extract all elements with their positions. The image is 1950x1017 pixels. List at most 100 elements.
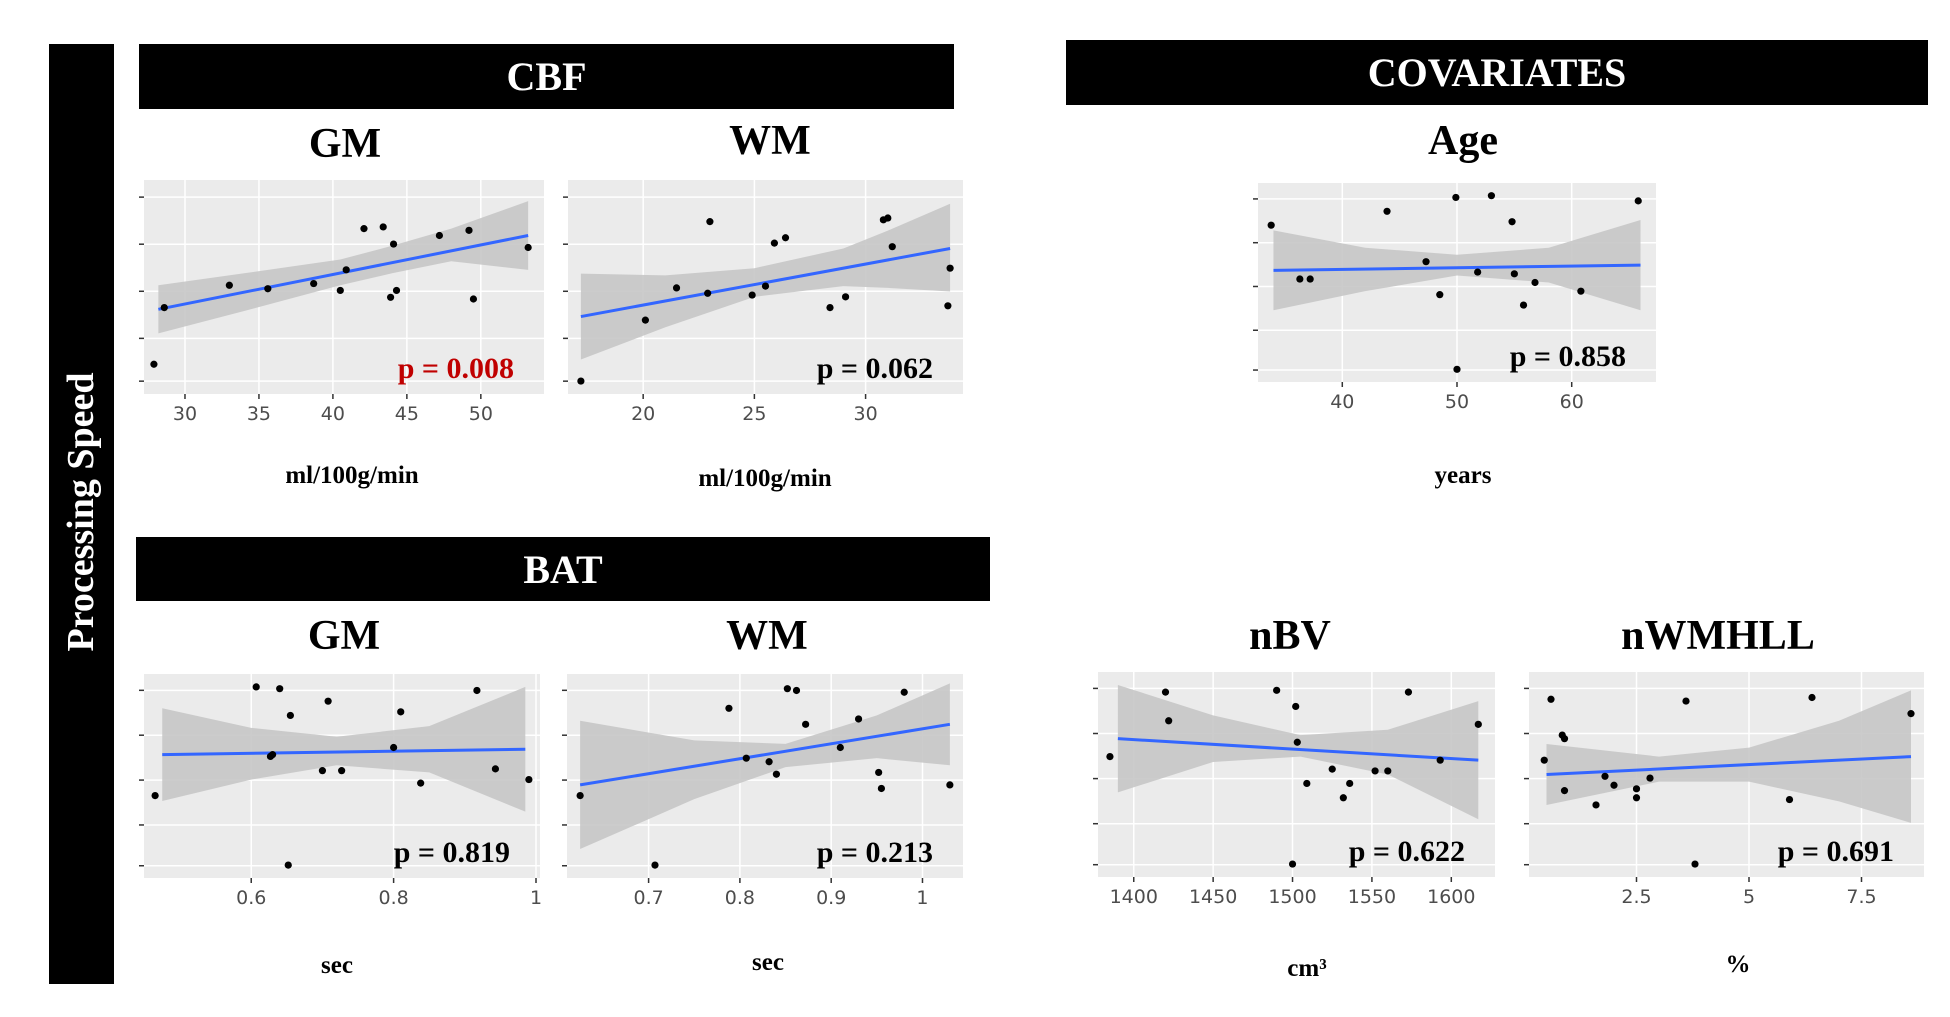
x-axis-label-bat-wm: sec [752,949,784,976]
data-point [336,286,344,295]
data-point [725,704,733,712]
data-point [1371,767,1379,775]
data-point [473,686,481,695]
p-value-label: p = 0.858 [1510,340,1626,373]
p-value-label: p = 0.213 [817,836,933,869]
data-point [1292,702,1300,711]
data-point [836,743,844,752]
x-tick-label: 30 [853,403,877,425]
x-tick-label: 1450 [1189,886,1237,908]
data-point [386,293,395,301]
x-tick-label: 0.8 [379,887,409,909]
data-point [1560,787,1569,795]
data-point [389,240,398,248]
x-tick-label: 25 [742,403,766,425]
data-point [1547,695,1555,703]
x-tick-label: 1500 [1268,886,1316,908]
data-point [1296,275,1304,283]
p-value-label: p = 0.622 [1349,835,1465,868]
data-point [342,266,350,274]
data-point [338,767,346,775]
regression-line [1117,737,1479,762]
data-point [1808,693,1816,702]
data-point [877,784,885,793]
data-point [765,758,773,766]
confidence-band [158,201,529,334]
section-header-covariates-label: COVARIATES [1367,50,1627,95]
data-point [284,861,292,869]
data-point [1452,193,1460,202]
data-point [875,768,883,777]
data-point [1384,767,1392,775]
data-point [1785,795,1794,804]
data-point [742,754,750,762]
panel-title-bat-wm: WM [726,613,808,659]
data-point [1601,772,1609,780]
data-point [1267,221,1275,229]
data-point [1540,756,1548,764]
confidence-band [580,683,950,850]
data-point [884,214,892,222]
x-axis-label-cbf-gm: ml/100g/min [285,462,419,489]
data-point [1577,287,1585,295]
data-point [1339,794,1347,802]
data-point [1531,278,1539,287]
data-point [1422,258,1430,266]
y-axis-label-bar [49,44,114,984]
data-point [225,281,233,289]
x-tick-label: 1 [530,887,542,909]
x-axis-label-nbv: cm³ [1287,955,1327,982]
data-point [783,685,791,693]
data-point [1453,365,1461,373]
x-tick-label: 2.5 [1621,886,1651,908]
data-point [576,792,584,800]
x-axis-label-age: years [1434,462,1492,489]
data-point [392,286,401,295]
confidence-band [1117,684,1479,820]
scatter-panel-bat-gm: 0.6 0.8 1 p = 0.819 [139,674,542,909]
x-tick-label: 0.9 [816,887,846,909]
panel-title-nbv: nBV [1249,613,1331,659]
data-point [1346,779,1354,788]
data-point [469,295,478,303]
data-point [417,779,425,787]
data-point [1907,710,1915,718]
panel-title-cbf-wm: WM [729,118,811,164]
data-point [802,720,810,728]
data-point [465,226,473,234]
panel-title-nwmhll: nWMHLL [1621,613,1815,659]
p-value-label: p = 0.062 [817,352,933,385]
data-point [1634,197,1642,205]
data-point [748,291,756,299]
data-point [360,225,368,233]
data-point [264,285,272,293]
confidence-band [1546,690,1911,823]
regression-line [162,747,526,757]
data-point [1691,860,1699,868]
data-point [946,264,954,272]
data-point [1646,774,1654,782]
data-point [651,861,659,869]
data-point [1328,765,1336,773]
data-point [268,751,277,759]
data-point [276,685,284,693]
x-axis-label-nwmhll: % [1725,951,1751,978]
data-point [1632,794,1641,802]
data-point [324,697,332,705]
data-point [1106,752,1114,761]
data-point [1288,860,1297,868]
data-point [252,683,260,691]
data-point [1519,301,1528,309]
data-point [826,304,834,312]
data-point [1161,688,1170,696]
x-tick-label: 50 [469,403,493,425]
data-point [491,765,500,773]
data-point [792,686,801,695]
scatter-panel-nwmhll: 2.5 5 7.5 p = 0.691 [1524,672,1924,908]
x-tick-label: 0.7 [633,887,663,909]
data-point [525,775,533,784]
data-point [286,711,294,720]
data-point [772,770,781,778]
x-tick-label: 40 [1330,391,1354,413]
data-point [379,223,387,231]
